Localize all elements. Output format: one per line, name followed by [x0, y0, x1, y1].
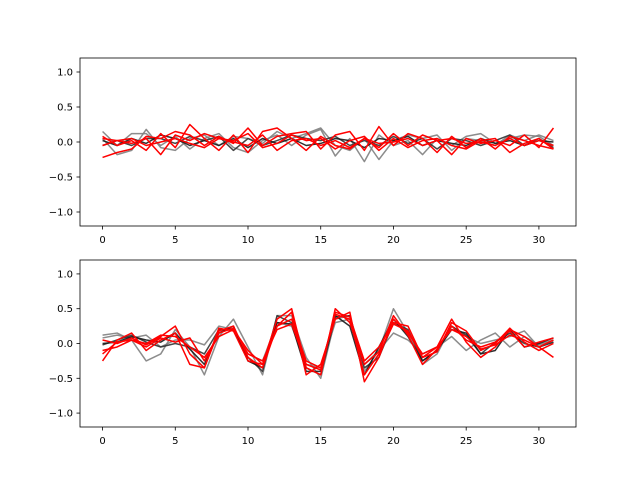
series-line-4	[102, 125, 554, 159]
x-tick-label: 15	[314, 235, 327, 246]
x-tick-label: 25	[460, 235, 473, 246]
y-tick-label: −1.0	[49, 208, 73, 219]
y-tick-label: −1.0	[49, 409, 73, 420]
y-tick-label: 1.0	[57, 68, 73, 79]
x-tick-label: 30	[533, 436, 546, 447]
x-tick-label: 30	[533, 235, 546, 246]
top-axes: 0 5 10 15 20 25 30 −1.0 −0.5 0.0 0.5 1.0	[49, 57, 577, 246]
x-tick-label: 5	[172, 235, 178, 246]
y-tick-label: 0.5	[57, 103, 73, 114]
x-tick-label: 25	[460, 436, 473, 447]
y-tick-label: −0.5	[49, 173, 73, 184]
y-tick-label: 0.0	[57, 138, 73, 149]
series-line-7	[102, 134, 554, 152]
x-tick-label: 5	[172, 436, 178, 447]
x-tick-label: 10	[242, 235, 255, 246]
x-tick-label: 0	[99, 235, 105, 246]
series-line-7	[102, 313, 554, 376]
x-tick-label: 20	[387, 436, 400, 447]
series-group	[101, 123, 555, 163]
x-tick-label: 20	[387, 235, 400, 246]
y-tick-label: 0.5	[57, 304, 73, 315]
y-tick-label: −0.5	[49, 374, 73, 385]
series-line-2	[102, 134, 554, 152]
bottom-axes: 0 5 10 15 20 25 30 −1.0 −0.5 0.0 0.5 1.0	[49, 259, 577, 447]
x-tick-label: 10	[242, 436, 255, 447]
y-tick-label: 1.0	[57, 269, 73, 280]
x-tick-label: 0	[99, 436, 105, 447]
y-tick-label: 0.0	[57, 339, 73, 350]
x-tick-label: 15	[314, 436, 327, 447]
series-group	[101, 307, 554, 383]
